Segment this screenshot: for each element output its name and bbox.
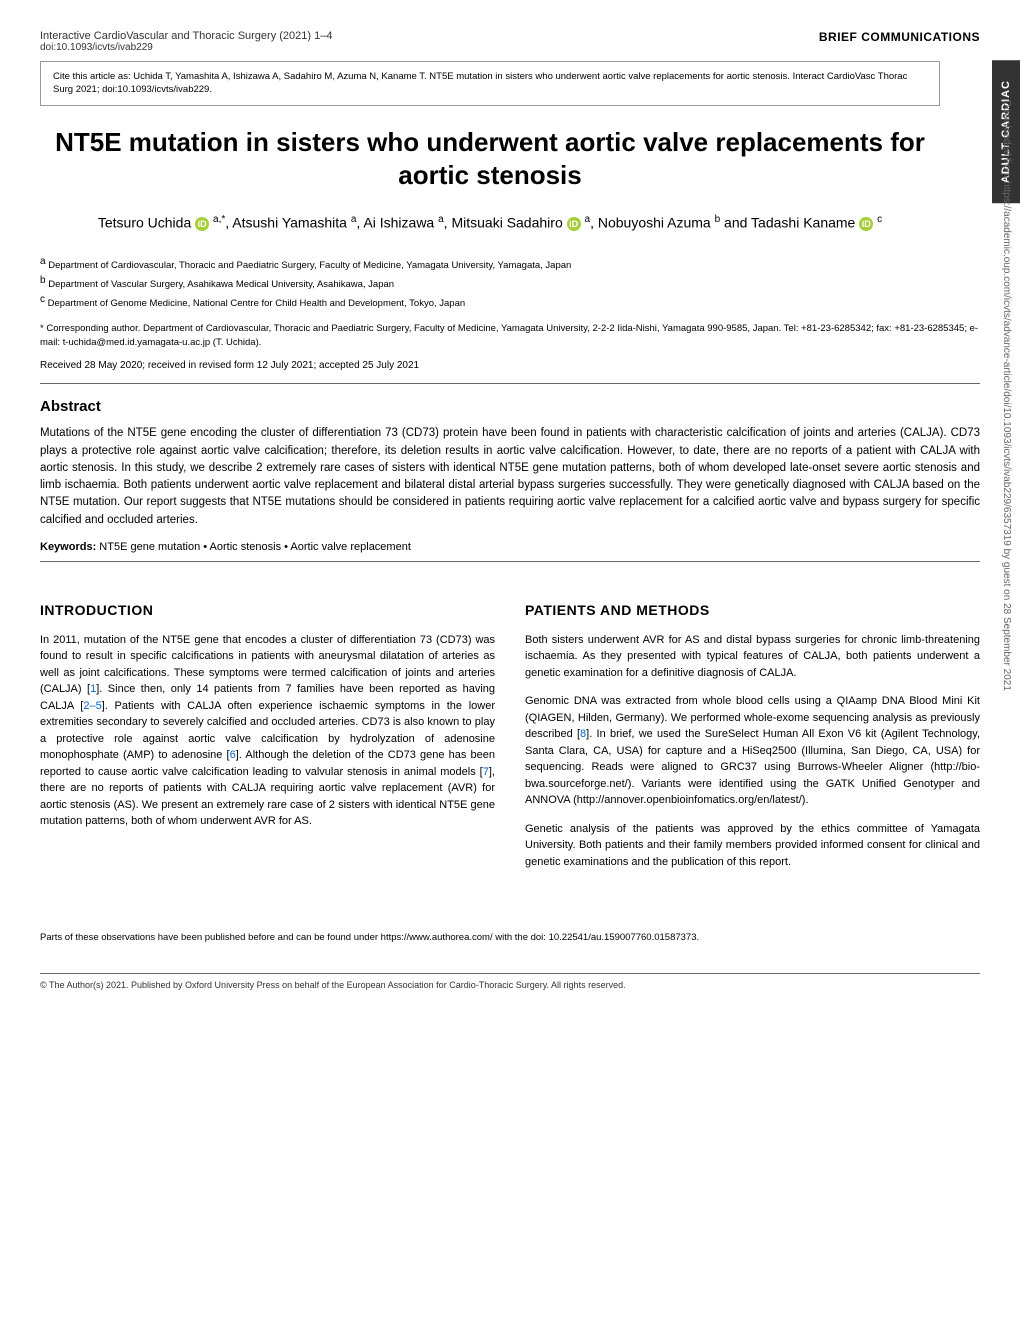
author-name: Ai Ishizawa <box>363 215 434 231</box>
affiliation-row: c Department of Genome Medicine, Nationa… <box>40 292 980 311</box>
affiliation-row: b Department of Vascular Surgery, Asahik… <box>40 273 980 292</box>
citation-box: Cite this article as: Uchida T, Yamashit… <box>40 61 940 106</box>
author-name: Mitsuaki Sadahiro <box>451 215 562 231</box>
doi-text: doi:10.1093/icvts/ivab229 <box>40 42 332 53</box>
citation-ref[interactable]: 2–5 <box>83 700 101 712</box>
abstract-text: Mutations of the NT5E gene encoding the … <box>40 425 980 529</box>
methods-heading: PATIENTS AND METHODS <box>525 602 980 618</box>
author-name: Nobuyoshi Azuma <box>598 215 711 231</box>
abstract-heading: Abstract <box>40 398 980 415</box>
author-affiliation-sup: a <box>585 214 591 225</box>
author-name: Tadashi Kaname <box>751 215 855 231</box>
divider <box>40 973 980 974</box>
section-label: BRIEF COMMUNICATIONS <box>819 30 980 53</box>
citation-ref[interactable]: 6 <box>230 749 236 761</box>
introduction-heading: INTRODUCTION <box>40 602 495 618</box>
article-title: NT5E mutation in sisters who underwent a… <box>40 126 940 194</box>
journal-name: Interactive CardioVascular and Thoracic … <box>40 30 332 42</box>
received-dates: Received 28 May 2020; received in revise… <box>40 360 980 371</box>
footnote: Parts of these observations have been pu… <box>40 932 980 943</box>
author-affiliation-sup: c <box>877 214 882 225</box>
orcid-icon[interactable]: iD <box>859 217 873 231</box>
methods-paragraph: Genomic DNA was extracted from whole blo… <box>525 693 980 809</box>
authors-list: Tetsuro Uchida iD a,*, Atsushi Yamashita… <box>40 211 940 235</box>
citation-ref[interactable]: 8 <box>580 728 586 740</box>
author-affiliation-sup: a,* <box>213 214 225 225</box>
affiliations: a Department of Cardiovascular, Thoracic… <box>40 254 980 312</box>
orcid-icon[interactable]: iD <box>567 217 581 231</box>
introduction-paragraph: In 2011, mutation of the NT5E gene that … <box>40 632 495 830</box>
orcid-icon[interactable]: iD <box>195 217 209 231</box>
divider <box>40 383 980 384</box>
citation-ref[interactable]: 7 <box>483 766 489 778</box>
author-affiliation-sup: b <box>715 214 721 225</box>
download-watermark: Downloaded from https://academic.oup.com… <box>1001 100 1012 1200</box>
keywords-text: NT5E gene mutation • Aortic stenosis • A… <box>96 541 411 553</box>
divider <box>40 561 980 562</box>
author-name: Atsushi Yamashita <box>232 215 347 231</box>
keywords-label: Keywords: <box>40 541 96 553</box>
citation-ref[interactable]: 1 <box>90 683 96 695</box>
author-affiliation-sup: a <box>351 214 357 225</box>
methods-paragraph: Genetic analysis of the patients was app… <box>525 821 980 871</box>
methods-paragraph: Both sisters underwent AVR for AS and di… <box>525 632 980 682</box>
author-name: Tetsuro Uchida <box>98 215 191 231</box>
affiliation-row: a Department of Cardiovascular, Thoracic… <box>40 254 980 273</box>
author-affiliation-sup: a <box>438 214 444 225</box>
corresponding-author: * Corresponding author. Department of Ca… <box>40 322 980 351</box>
copyright: © The Author(s) 2021. Published by Oxfor… <box>40 980 980 990</box>
keywords: Keywords: NT5E gene mutation • Aortic st… <box>40 541 980 553</box>
